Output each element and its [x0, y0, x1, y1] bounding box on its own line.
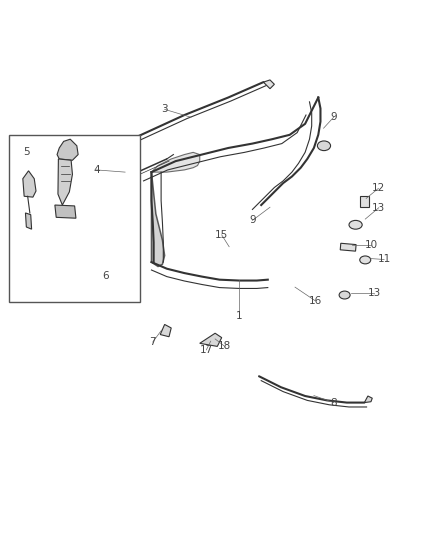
Polygon shape — [199, 333, 221, 346]
Bar — [339, 243, 355, 251]
Text: 10: 10 — [364, 240, 377, 251]
Polygon shape — [58, 159, 72, 205]
Bar — [359, 196, 368, 207]
Text: 8: 8 — [329, 398, 336, 408]
Ellipse shape — [348, 221, 361, 229]
Ellipse shape — [317, 141, 330, 151]
Ellipse shape — [359, 256, 370, 264]
Text: 4: 4 — [93, 165, 100, 175]
Polygon shape — [25, 213, 32, 229]
Text: 15: 15 — [215, 230, 228, 240]
Text: 12: 12 — [371, 183, 384, 193]
Text: 5: 5 — [23, 147, 30, 157]
Polygon shape — [125, 200, 138, 212]
Ellipse shape — [338, 291, 350, 299]
Polygon shape — [263, 80, 274, 88]
Text: 9: 9 — [248, 215, 255, 225]
Text: 7: 7 — [149, 337, 156, 347]
Text: 13: 13 — [371, 203, 385, 213]
Polygon shape — [55, 205, 76, 218]
Text: 6: 6 — [102, 271, 109, 281]
Polygon shape — [23, 171, 36, 197]
Polygon shape — [160, 325, 171, 337]
Text: 16: 16 — [308, 296, 321, 306]
Text: 3: 3 — [161, 104, 168, 115]
Text: 1: 1 — [235, 311, 242, 321]
Polygon shape — [151, 152, 199, 172]
Text: 9: 9 — [329, 112, 336, 122]
Text: 18: 18 — [218, 342, 231, 351]
Polygon shape — [151, 172, 164, 266]
Text: 13: 13 — [367, 288, 380, 298]
Text: 11: 11 — [377, 254, 390, 264]
Polygon shape — [57, 139, 78, 160]
Bar — [9, 135, 140, 302]
Polygon shape — [364, 396, 371, 402]
Text: 17: 17 — [199, 345, 212, 355]
